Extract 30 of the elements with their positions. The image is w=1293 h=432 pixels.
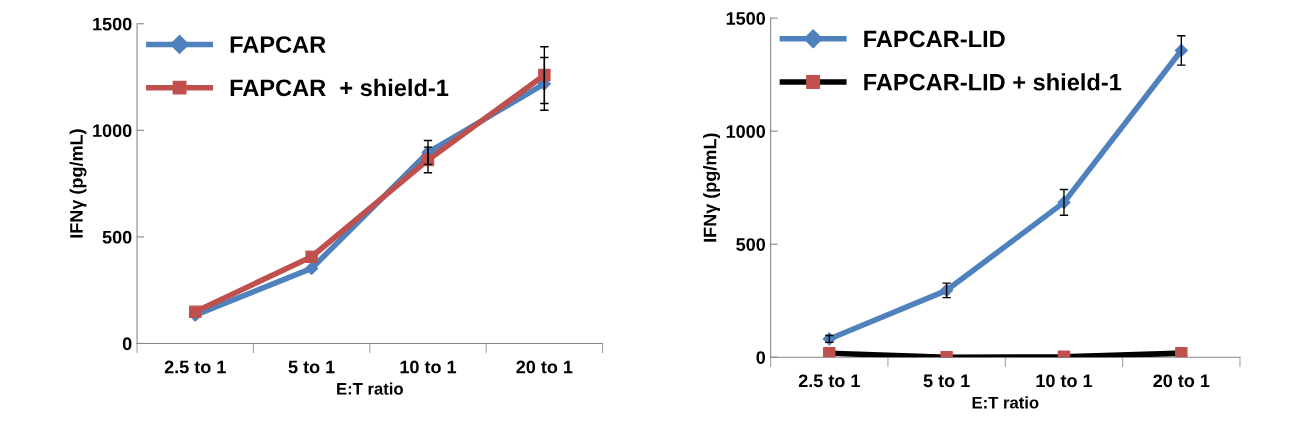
x-tick-label: 2.5 to 1	[798, 374, 860, 388]
point	[305, 261, 319, 276]
point	[823, 346, 836, 358]
x-tick-label: 10 to 1	[1036, 374, 1093, 388]
x-tick-label: 20 to 1	[1153, 374, 1210, 388]
y-tick-label: 1000	[726, 125, 766, 138]
point	[305, 250, 318, 263]
x-axis-title: E:T ratio	[337, 382, 403, 395]
y-axis-title: IFNγ (pg/mL)	[703, 133, 721, 242]
y-tick-label: 1500	[726, 12, 766, 25]
y-tick-label: 1500	[93, 17, 132, 31]
legend-label: FAPCAR-LID	[864, 30, 1005, 48]
legend-label: FAPCAR	[230, 36, 326, 53]
x-tick-label: 20 to 1	[516, 360, 573, 374]
y-axis-title: IFNγ (pg/mL)	[69, 129, 87, 238]
y-tick-label: 0	[122, 337, 132, 351]
legend-label: FAPCAR-LID + shield-1	[864, 73, 1122, 91]
y-tick-label: 0	[756, 351, 766, 364]
point	[538, 68, 551, 82]
y-tick-label: 500	[736, 238, 766, 251]
x-axis-title: E:T ratio	[972, 396, 1039, 409]
legend-label: FAPCAR + shield-1	[230, 78, 449, 97]
y-tick-label: 1000	[93, 124, 132, 138]
point	[188, 305, 202, 318]
point	[1175, 346, 1188, 358]
x-tick-label: 5 to 1	[923, 374, 970, 388]
y-tick-label: 500	[102, 230, 132, 244]
x-tick-label: 10 to 1	[400, 360, 457, 374]
x-tick-label: 5 to 1	[288, 360, 335, 374]
x-tick-label: 2.5 to 1	[164, 360, 226, 374]
